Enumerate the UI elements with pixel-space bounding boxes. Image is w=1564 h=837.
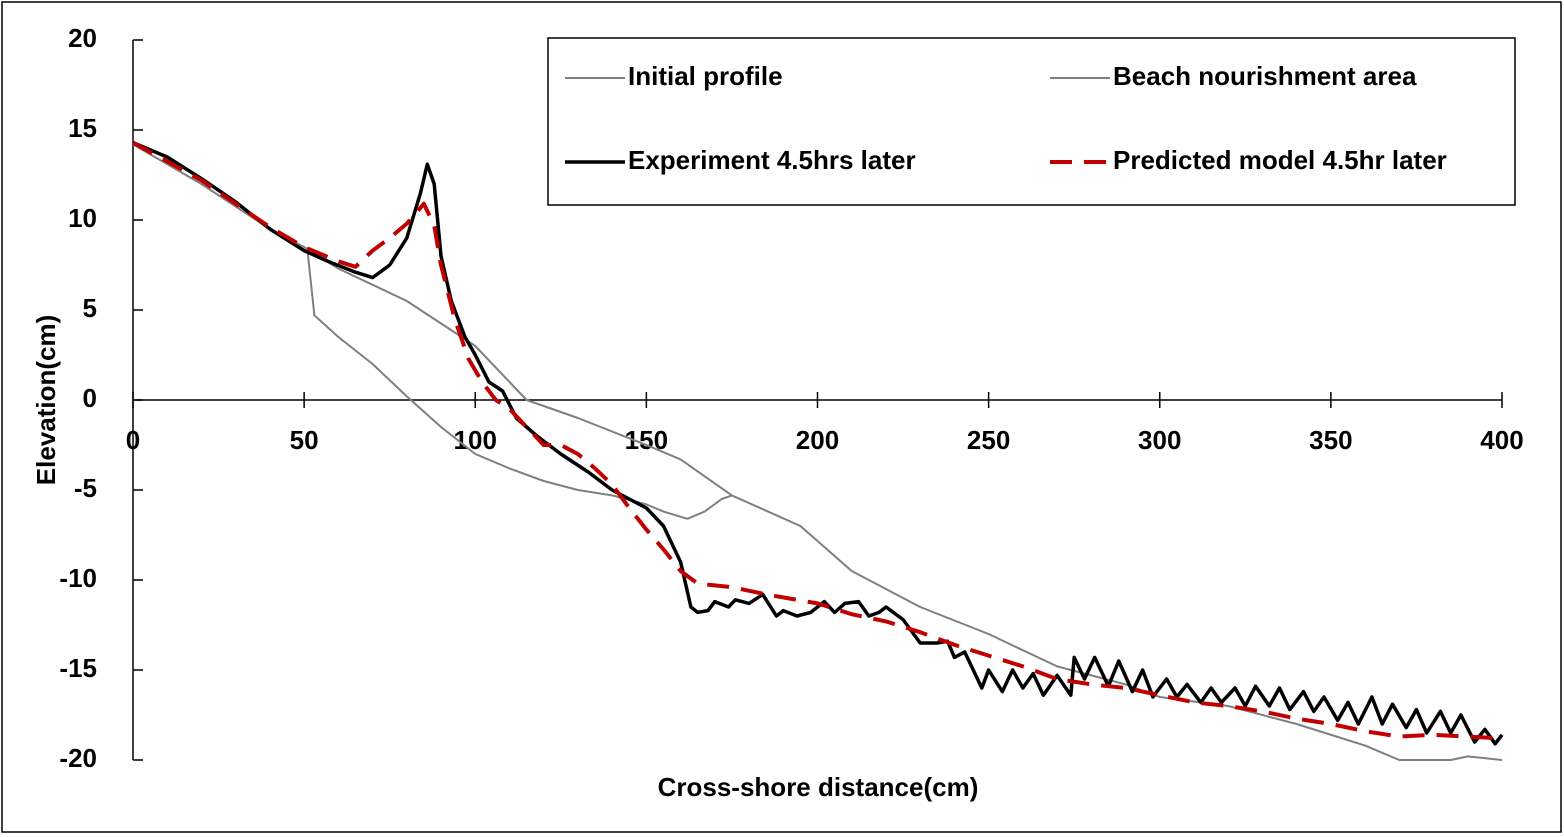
series-line bbox=[132, 143, 1503, 761]
y-tick-label: 10 bbox=[68, 203, 97, 233]
series-line bbox=[132, 140, 1503, 741]
x-tick-label: 100 bbox=[454, 425, 497, 455]
y-tick-label: 15 bbox=[68, 113, 97, 143]
x-tick-label: 350 bbox=[1309, 425, 1352, 455]
y-tick-label: 20 bbox=[68, 23, 97, 53]
legend-label: Initial profile bbox=[628, 61, 783, 91]
x-axis-title: Cross-shore distance(cm) bbox=[658, 772, 979, 802]
x-tick-label: 50 bbox=[290, 425, 319, 455]
x-tick-label: 0 bbox=[126, 425, 140, 455]
legend-label: Experiment 4.5hrs later bbox=[628, 145, 916, 175]
x-tick-label: 400 bbox=[1480, 425, 1523, 455]
x-tick-label: 250 bbox=[967, 425, 1010, 455]
y-tick-label: -20 bbox=[59, 743, 97, 773]
legend-label: Beach nourishment area bbox=[1113, 61, 1417, 91]
y-axis-title: Elevation(cm) bbox=[31, 315, 61, 486]
y-tick-label: 0 bbox=[83, 383, 97, 413]
y-tick-label: 5 bbox=[83, 293, 97, 323]
y-tick-label: -5 bbox=[74, 473, 97, 503]
legend-box bbox=[547, 37, 1516, 206]
y-tick-label: -10 bbox=[59, 563, 97, 593]
legend-label: Predicted model 4.5hr later bbox=[1113, 145, 1447, 175]
series-line bbox=[306, 250, 733, 520]
y-tick-label: -15 bbox=[59, 653, 97, 683]
x-tick-label: 300 bbox=[1138, 425, 1181, 455]
x-tick-label: 200 bbox=[796, 425, 839, 455]
